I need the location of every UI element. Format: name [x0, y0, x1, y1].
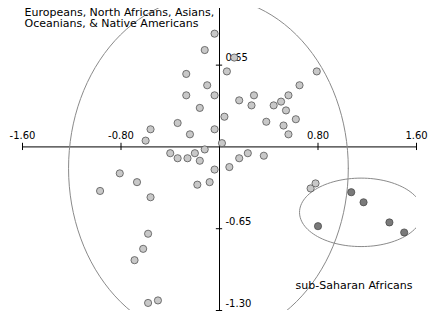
svg-text:sub-Saharan Africans: sub-Saharan Africans [296, 279, 413, 292]
svg-text:0.80: 0.80 [307, 130, 329, 141]
svg-text:1.60: 1.60 [405, 130, 427, 141]
svg-text:0.65: 0.65 [226, 52, 248, 63]
svg-text:-1.30: -1.30 [226, 298, 252, 309]
svg-text:-0.80: -0.80 [108, 130, 134, 141]
svg-text:Europeans, North Africans, Asi: Europeans, North Africans, Asians,Oceani… [25, 6, 215, 30]
svg-text:-1.60: -1.60 [10, 130, 36, 141]
svg-text:-0.65: -0.65 [226, 216, 252, 227]
